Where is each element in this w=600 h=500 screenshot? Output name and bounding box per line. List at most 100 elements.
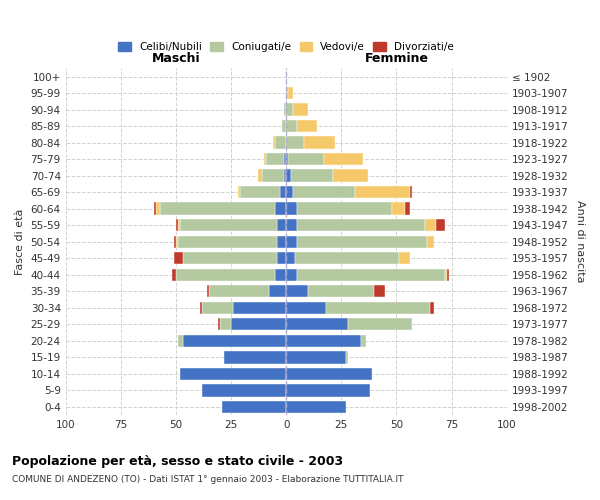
- Bar: [176, 219, 178, 232]
- Bar: [304, 136, 335, 149]
- Bar: [410, 186, 412, 198]
- Legend: Celibi/Nubili, Coniugati/e, Vedovi/e, Divorziati/e: Celibi/Nubili, Coniugati/e, Vedovi/e, Di…: [115, 39, 457, 55]
- Bar: [277, 219, 286, 232]
- Bar: [286, 252, 295, 264]
- Bar: [297, 268, 445, 281]
- Bar: [405, 202, 410, 215]
- Bar: [286, 236, 297, 248]
- Bar: [293, 186, 355, 198]
- Bar: [289, 153, 323, 166]
- Bar: [289, 87, 293, 100]
- Bar: [176, 268, 275, 281]
- Bar: [218, 318, 220, 330]
- Bar: [355, 186, 410, 198]
- Bar: [266, 153, 284, 166]
- Bar: [286, 268, 297, 281]
- Bar: [286, 318, 348, 330]
- Bar: [174, 236, 176, 248]
- Bar: [284, 170, 286, 182]
- Bar: [295, 252, 398, 264]
- Bar: [176, 236, 178, 248]
- Bar: [154, 202, 156, 215]
- Bar: [425, 219, 436, 232]
- Bar: [233, 302, 286, 314]
- Bar: [348, 318, 412, 330]
- Y-axis label: Anni di nascita: Anni di nascita: [575, 200, 585, 283]
- Bar: [200, 302, 202, 314]
- Bar: [280, 186, 286, 198]
- Bar: [398, 252, 410, 264]
- Bar: [275, 136, 286, 149]
- Bar: [231, 318, 286, 330]
- Bar: [374, 285, 385, 298]
- Bar: [264, 153, 266, 166]
- Bar: [308, 285, 374, 298]
- Bar: [326, 302, 430, 314]
- Bar: [297, 236, 427, 248]
- Bar: [286, 285, 308, 298]
- Bar: [286, 384, 370, 396]
- Bar: [160, 202, 275, 215]
- Bar: [286, 87, 289, 100]
- Bar: [332, 170, 368, 182]
- Bar: [445, 268, 447, 281]
- Bar: [297, 120, 317, 132]
- Bar: [286, 170, 290, 182]
- Bar: [262, 170, 284, 182]
- Bar: [436, 219, 445, 232]
- Text: COMUNE DI ANDEZENO (TO) - Dati ISTAT 1° gennaio 2003 - Elaborazione TUTTITALIA.I: COMUNE DI ANDEZENO (TO) - Dati ISTAT 1° …: [12, 475, 404, 484]
- Bar: [156, 202, 160, 215]
- Bar: [222, 400, 286, 413]
- Bar: [257, 170, 262, 182]
- Text: Femmine: Femmine: [364, 52, 428, 65]
- Bar: [286, 120, 297, 132]
- Bar: [207, 285, 209, 298]
- Bar: [181, 219, 277, 232]
- Bar: [286, 104, 293, 116]
- Bar: [286, 368, 372, 380]
- Bar: [297, 219, 425, 232]
- Bar: [224, 351, 286, 364]
- Bar: [182, 252, 277, 264]
- Text: Popolazione per età, sesso e stato civile - 2003: Popolazione per età, sesso e stato civil…: [12, 455, 343, 468]
- Bar: [392, 202, 405, 215]
- Bar: [178, 334, 182, 347]
- Bar: [202, 384, 286, 396]
- Bar: [447, 268, 449, 281]
- Bar: [275, 268, 286, 281]
- Bar: [178, 219, 181, 232]
- Bar: [240, 186, 280, 198]
- Bar: [286, 400, 346, 413]
- Bar: [284, 104, 286, 116]
- Bar: [361, 334, 365, 347]
- Bar: [178, 236, 277, 248]
- Bar: [174, 252, 182, 264]
- Bar: [172, 268, 176, 281]
- Bar: [346, 351, 348, 364]
- Y-axis label: Fasce di età: Fasce di età: [15, 208, 25, 275]
- Bar: [284, 153, 286, 166]
- Bar: [286, 153, 289, 166]
- Bar: [323, 153, 364, 166]
- Bar: [297, 202, 392, 215]
- Bar: [293, 104, 308, 116]
- Bar: [275, 202, 286, 215]
- Bar: [220, 318, 231, 330]
- Bar: [427, 236, 434, 248]
- Bar: [286, 186, 293, 198]
- Bar: [269, 285, 286, 298]
- Bar: [238, 186, 240, 198]
- Bar: [290, 170, 332, 182]
- Bar: [286, 219, 297, 232]
- Bar: [286, 202, 297, 215]
- Bar: [277, 252, 286, 264]
- Bar: [286, 351, 346, 364]
- Bar: [182, 334, 286, 347]
- Bar: [181, 368, 286, 380]
- Bar: [286, 302, 326, 314]
- Bar: [277, 236, 286, 248]
- Bar: [286, 136, 304, 149]
- Bar: [286, 334, 361, 347]
- Bar: [273, 136, 275, 149]
- Bar: [209, 285, 269, 298]
